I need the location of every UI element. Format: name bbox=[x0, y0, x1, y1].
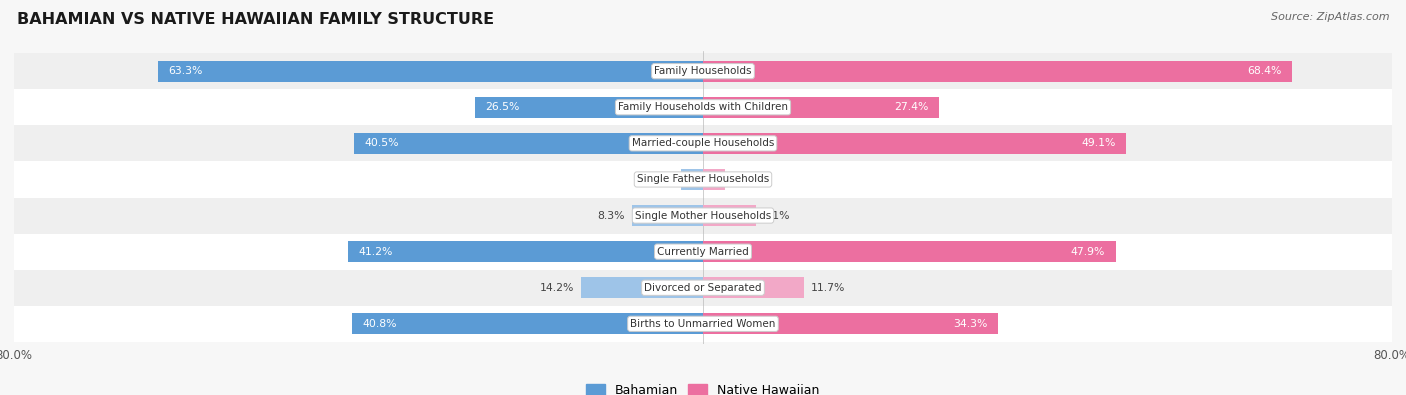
Bar bbox=[14, 270, 1392, 306]
Text: 2.5%: 2.5% bbox=[647, 175, 675, 184]
Bar bbox=[703, 61, 1292, 82]
Bar bbox=[703, 277, 804, 298]
Text: Single Mother Households: Single Mother Households bbox=[636, 211, 770, 220]
Bar bbox=[475, 97, 703, 118]
Text: 6.1%: 6.1% bbox=[762, 211, 790, 220]
Bar bbox=[157, 61, 703, 82]
Bar bbox=[682, 169, 703, 190]
Text: Single Father Households: Single Father Households bbox=[637, 175, 769, 184]
Bar bbox=[14, 306, 1392, 342]
Text: 14.2%: 14.2% bbox=[540, 283, 574, 293]
Text: 49.1%: 49.1% bbox=[1081, 138, 1115, 149]
Text: Divorced or Separated: Divorced or Separated bbox=[644, 283, 762, 293]
Text: 26.5%: 26.5% bbox=[485, 102, 519, 112]
Text: 40.8%: 40.8% bbox=[361, 319, 396, 329]
Text: 11.7%: 11.7% bbox=[811, 283, 845, 293]
Text: 68.4%: 68.4% bbox=[1247, 66, 1282, 76]
Text: Births to Unmarried Women: Births to Unmarried Women bbox=[630, 319, 776, 329]
Text: 47.9%: 47.9% bbox=[1071, 246, 1105, 257]
Text: Source: ZipAtlas.com: Source: ZipAtlas.com bbox=[1271, 12, 1389, 22]
Bar bbox=[352, 313, 703, 334]
Bar bbox=[703, 205, 755, 226]
Text: 41.2%: 41.2% bbox=[359, 246, 392, 257]
Text: BAHAMIAN VS NATIVE HAWAIIAN FAMILY STRUCTURE: BAHAMIAN VS NATIVE HAWAIIAN FAMILY STRUC… bbox=[17, 12, 494, 27]
Bar bbox=[703, 97, 939, 118]
Text: Currently Married: Currently Married bbox=[657, 246, 749, 257]
Text: 40.5%: 40.5% bbox=[364, 138, 399, 149]
Bar bbox=[349, 241, 703, 262]
Bar bbox=[703, 133, 1126, 154]
Text: 27.4%: 27.4% bbox=[894, 102, 928, 112]
Bar bbox=[14, 89, 1392, 125]
Text: Family Households: Family Households bbox=[654, 66, 752, 76]
Text: Married-couple Households: Married-couple Households bbox=[631, 138, 775, 149]
Bar bbox=[703, 169, 724, 190]
Bar bbox=[703, 313, 998, 334]
Bar bbox=[14, 162, 1392, 198]
Bar bbox=[354, 133, 703, 154]
Bar bbox=[631, 205, 703, 226]
Text: 2.5%: 2.5% bbox=[731, 175, 759, 184]
Bar bbox=[14, 53, 1392, 89]
Bar bbox=[703, 241, 1115, 262]
Text: Family Households with Children: Family Households with Children bbox=[619, 102, 787, 112]
Bar bbox=[14, 198, 1392, 233]
Text: 34.3%: 34.3% bbox=[953, 319, 988, 329]
Text: 8.3%: 8.3% bbox=[598, 211, 624, 220]
Text: 63.3%: 63.3% bbox=[169, 66, 202, 76]
Bar bbox=[14, 125, 1392, 162]
Bar bbox=[581, 277, 703, 298]
Bar bbox=[14, 233, 1392, 270]
Legend: Bahamian, Native Hawaiian: Bahamian, Native Hawaiian bbox=[582, 379, 824, 395]
